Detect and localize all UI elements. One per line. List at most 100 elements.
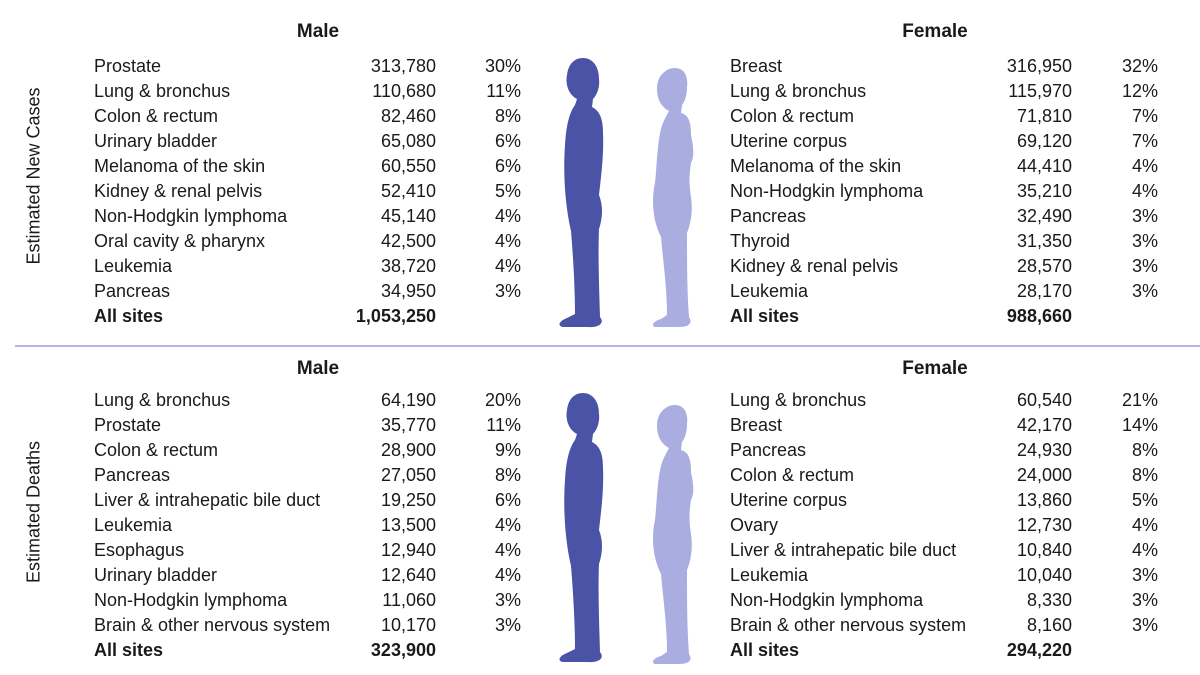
site-name: Leukemia bbox=[94, 256, 173, 276]
site-name: Uterine corpus bbox=[730, 131, 848, 151]
male-silhouette-icon bbox=[559, 57, 604, 328]
percent-share: 3% bbox=[494, 590, 521, 610]
percent-share: 3% bbox=[494, 615, 521, 635]
case-count: 52,410 bbox=[380, 181, 436, 201]
male-silhouette-icon bbox=[559, 392, 604, 663]
percent-share: 14% bbox=[1121, 415, 1158, 435]
case-count: 31,350 bbox=[1016, 231, 1072, 251]
case-count: 110,680 bbox=[372, 81, 436, 101]
percent-share: 3% bbox=[1131, 256, 1158, 276]
percent-share: 5% bbox=[1131, 490, 1158, 510]
percent-share: 21% bbox=[1121, 390, 1158, 410]
case-count: 28,170 bbox=[1016, 281, 1072, 301]
percent-share: 3% bbox=[1131, 615, 1158, 635]
male-heading: Male bbox=[296, 358, 340, 379]
site-name: Pancreas bbox=[730, 440, 807, 460]
percent-share: 4% bbox=[494, 565, 521, 585]
site-name: Non-Hodgkin lymphoma bbox=[730, 590, 924, 610]
percent-share: 8% bbox=[494, 465, 521, 485]
site-name: Lung & bronchus bbox=[94, 81, 231, 101]
case-count: 28,570 bbox=[1016, 256, 1072, 276]
site-name: Prostate bbox=[94, 415, 162, 435]
case-count: 38,720 bbox=[380, 256, 436, 276]
percent-share: 4% bbox=[494, 231, 521, 251]
site-name: Breast bbox=[730, 56, 783, 76]
case-count: 24,000 bbox=[1016, 465, 1072, 485]
case-count: 60,550 bbox=[380, 156, 436, 176]
percent-share: 3% bbox=[1131, 231, 1158, 251]
case-count: 45,140 bbox=[380, 206, 436, 226]
site-name: Kidney & renal pelvis bbox=[730, 256, 899, 276]
site-name: Breast bbox=[730, 415, 783, 435]
percent-share: 3% bbox=[494, 281, 521, 301]
total-count: 1,053,250 bbox=[355, 306, 436, 326]
site-name: Colon & rectum bbox=[730, 106, 855, 126]
site-name: Non-Hodgkin lymphoma bbox=[94, 206, 288, 226]
case-count: 316,950 bbox=[1006, 56, 1072, 76]
percent-share: 6% bbox=[494, 156, 521, 176]
percent-share: 4% bbox=[494, 515, 521, 535]
percent-share: 4% bbox=[494, 540, 521, 560]
percent-share: 4% bbox=[494, 256, 521, 276]
percent-share: 20% bbox=[484, 390, 521, 410]
total-count: 323,900 bbox=[370, 640, 436, 660]
total-label: All sites bbox=[94, 640, 164, 660]
female-heading: Female bbox=[902, 21, 968, 42]
female-heading: Female bbox=[902, 358, 968, 379]
site-name: Lung & bronchus bbox=[730, 390, 867, 410]
site-name: Kidney & renal pelvis bbox=[94, 181, 263, 201]
percent-share: 7% bbox=[1131, 131, 1158, 151]
case-count: 12,730 bbox=[1016, 515, 1072, 535]
total-count: 988,660 bbox=[1006, 306, 1072, 326]
case-count: 19,250 bbox=[380, 490, 436, 510]
percent-share: 3% bbox=[1131, 565, 1158, 585]
case-count: 313,780 bbox=[370, 56, 436, 76]
site-name: Thyroid bbox=[730, 231, 791, 251]
percent-share: 6% bbox=[494, 131, 521, 151]
percent-share: 11% bbox=[486, 81, 521, 101]
percent-share: 3% bbox=[1131, 281, 1158, 301]
site-name: Colon & rectum bbox=[730, 465, 855, 485]
case-count: 28,900 bbox=[380, 440, 436, 460]
percent-share: 8% bbox=[1131, 440, 1158, 460]
case-count: 24,930 bbox=[1016, 440, 1072, 460]
site-name: Prostate bbox=[94, 56, 162, 76]
new-cases-panel: Estimated New Cases Male Female Prostate… bbox=[24, 21, 1158, 328]
case-count: 12,940 bbox=[380, 540, 436, 560]
total-count: 294,220 bbox=[1006, 640, 1072, 660]
total-label: All sites bbox=[730, 306, 800, 326]
case-count: 64,190 bbox=[380, 390, 436, 410]
site-name: Esophagus bbox=[94, 540, 185, 560]
case-count: 10,040 bbox=[1016, 565, 1072, 585]
case-count: 32,490 bbox=[1016, 206, 1072, 226]
case-count: 35,210 bbox=[1016, 181, 1072, 201]
site-name: Colon & rectum bbox=[94, 106, 219, 126]
percent-share: 12% bbox=[1121, 81, 1158, 101]
site-name: Melanoma of the skin bbox=[94, 156, 266, 176]
total-label: All sites bbox=[730, 640, 800, 660]
percent-share: 4% bbox=[494, 206, 521, 226]
percent-share: 5% bbox=[494, 181, 521, 201]
site-name: Non-Hodgkin lymphoma bbox=[94, 590, 288, 610]
female-silhouette-icon bbox=[653, 67, 694, 327]
percent-share: 4% bbox=[1131, 181, 1158, 201]
case-count: 13,860 bbox=[1016, 490, 1072, 510]
percent-share: 6% bbox=[494, 490, 521, 510]
case-count: 60,540 bbox=[1016, 390, 1072, 410]
case-count: 35,770 bbox=[380, 415, 436, 435]
percent-share: 4% bbox=[1131, 540, 1158, 560]
site-name: Leukemia bbox=[94, 515, 173, 535]
percent-share: 11% bbox=[486, 415, 521, 435]
site-name: Brain & other nervous system bbox=[94, 615, 331, 635]
case-count: 71,810 bbox=[1016, 106, 1072, 126]
case-count: 10,840 bbox=[1016, 540, 1072, 560]
case-count: 10,170 bbox=[380, 615, 436, 635]
case-count: 69,120 bbox=[1016, 131, 1072, 151]
deaths-panel: Estimated Deaths Male Female Lung & bron… bbox=[0, 348, 1200, 675]
site-name: Colon & rectum bbox=[94, 440, 219, 460]
site-name: Leukemia bbox=[730, 281, 809, 301]
site-name: Lung & bronchus bbox=[730, 81, 867, 101]
section-divider bbox=[15, 345, 1200, 347]
percent-share: 30% bbox=[484, 56, 521, 76]
site-name: Melanoma of the skin bbox=[730, 156, 902, 176]
